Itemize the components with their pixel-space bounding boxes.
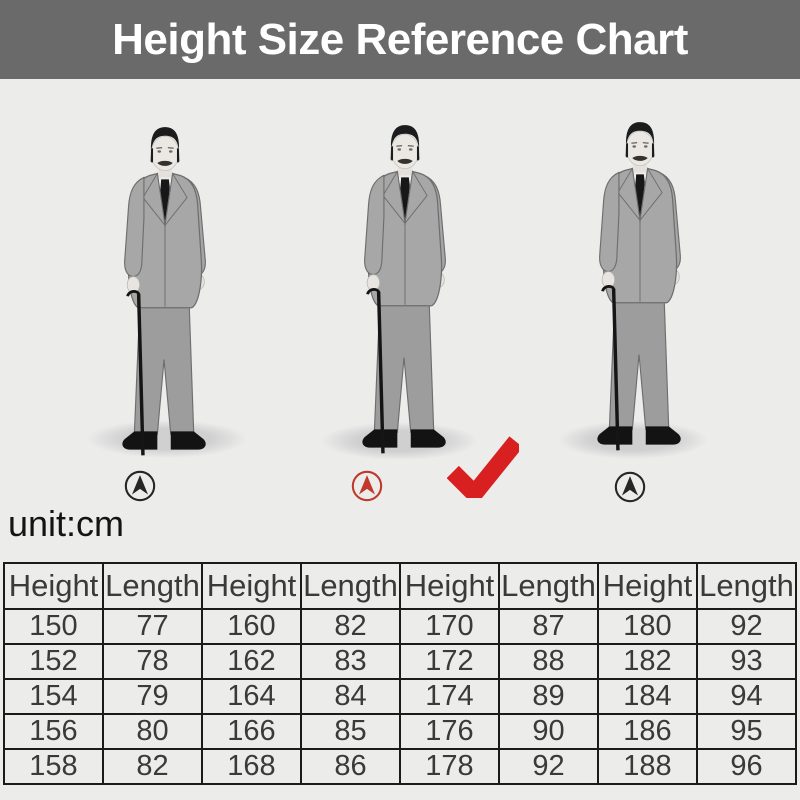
table-cell: 150 [3, 608, 104, 645]
table-cell: 154 [3, 678, 104, 715]
table-cell: 84 [300, 678, 401, 715]
arrow-up-circle-icon-right[interactable] [613, 470, 647, 504]
column-header: Height [201, 562, 302, 610]
table-cell: 89 [498, 678, 599, 715]
table-cell: 170 [399, 608, 500, 645]
table-cell: 79 [102, 678, 203, 715]
table-cell: 85 [300, 713, 401, 750]
table-cell: 87 [498, 608, 599, 645]
column-header: Length [696, 562, 797, 610]
column-header: Length [102, 562, 203, 610]
column-header: Height [3, 562, 104, 610]
figures-section [0, 79, 800, 505]
table-cell: 92 [498, 748, 599, 785]
table-cell: 162 [201, 643, 302, 680]
header-banner: Height Size Reference Chart [0, 0, 800, 79]
table-cell: 95 [696, 713, 797, 750]
table-cell: 158 [3, 748, 104, 785]
table-cell: 94 [696, 678, 797, 715]
arrow-up-circle-icon-center-selected[interactable] [350, 469, 384, 503]
table-cell: 78 [102, 643, 203, 680]
table-row: 154 79 164 84 174 89 184 94 [3, 678, 797, 715]
column-header: Height [399, 562, 500, 610]
size-table: Height Length Height Length Height Length Heig… [3, 562, 797, 785]
table-row: 158 82 168 86 178 92 188 96 [3, 748, 797, 785]
table-cell: 93 [696, 643, 797, 680]
table-cell: 96 [696, 748, 797, 785]
size-table-head: Height Length Height Length Height Length Heig… [3, 562, 797, 610]
column-header: Length [300, 562, 401, 610]
figure-shadow [321, 422, 478, 460]
table-cell: 182 [597, 643, 698, 680]
table-cell: 176 [399, 713, 500, 750]
table-cell: 186 [597, 713, 698, 750]
table-cell: 83 [300, 643, 401, 680]
table-cell: 82 [300, 608, 401, 645]
table-cell: 188 [597, 748, 698, 785]
suit-model-figure-left [85, 118, 245, 463]
column-header: Length [498, 562, 599, 610]
page-title: Height Size Reference Chart [112, 14, 688, 64]
suit-model-figure-right [560, 113, 720, 458]
table-cell: 166 [201, 713, 302, 750]
table-cell: 178 [399, 748, 500, 785]
table-row: 152 78 162 83 172 88 182 93 [3, 643, 797, 680]
table-cell: 88 [498, 643, 599, 680]
table-cell: 156 [3, 713, 104, 750]
table-cell: 90 [498, 713, 599, 750]
table-cell: 184 [597, 678, 698, 715]
figure-shadow [87, 420, 247, 458]
size-table-body: 150 77 160 82 170 87 180 92 152 78 162 83 172 88 182 93… [3, 608, 797, 785]
table-cell: 180 [597, 608, 698, 645]
table-cell: 160 [201, 608, 302, 645]
unit-label: unit:cm [8, 503, 125, 544]
arrow-up-circle-icon-left[interactable] [123, 469, 157, 503]
column-header: Height [597, 562, 698, 610]
checkmark-icon [447, 436, 519, 498]
table-cell: 92 [696, 608, 797, 645]
table-cell: 80 [102, 713, 203, 750]
table-cell: 164 [201, 678, 302, 715]
suit-model-figure-center [325, 116, 485, 461]
table-row: 150 77 160 82 170 87 180 92 [3, 608, 797, 645]
table-cell: 172 [399, 643, 500, 680]
table-cell: 174 [399, 678, 500, 715]
table-header-row: Height Length Height Length Height Length Heig… [3, 562, 797, 610]
table-cell: 152 [3, 643, 104, 680]
table-cell: 168 [201, 748, 302, 785]
table-cell: 86 [300, 748, 401, 785]
table-cell: 82 [102, 748, 203, 785]
table-row: 156 80 166 85 176 90 186 95 [3, 713, 797, 750]
table-cell: 77 [102, 608, 203, 645]
